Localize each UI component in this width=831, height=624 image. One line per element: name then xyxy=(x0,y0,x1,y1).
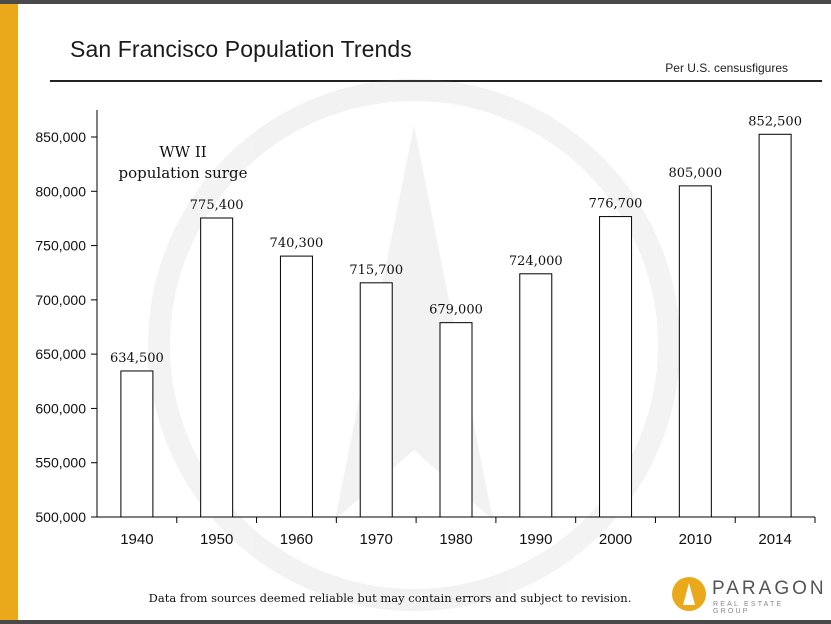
bar-1980 xyxy=(439,322,473,518)
logo-mark-icon xyxy=(672,577,706,611)
x-tick-label-1980: 1980 xyxy=(439,531,472,548)
logo-name: PARAGON xyxy=(712,578,827,599)
y-tick-label: 700,000 xyxy=(35,292,86,308)
data-label-1980: 679,000 xyxy=(429,303,483,318)
bar-2010 xyxy=(678,185,712,518)
paragon-logo: PARAGON REAL ESTATE GROUP xyxy=(672,577,824,617)
page-title: San Francisco Population Trends xyxy=(70,36,412,62)
data-label-1960: 740,300 xyxy=(270,236,324,251)
y-tick-label: 550,000 xyxy=(35,455,86,471)
data-label-1990: 724,000 xyxy=(509,254,563,269)
y-tick-label: 850,000 xyxy=(35,129,86,145)
x-tick-label-1940: 1940 xyxy=(120,531,153,548)
y-tick-label: 500,000 xyxy=(35,509,86,525)
bar-1970 xyxy=(359,282,393,518)
accent-sidebar xyxy=(0,0,18,624)
y-tick-label: 650,000 xyxy=(35,346,86,362)
x-tick-label-1960: 1960 xyxy=(280,531,313,548)
data-label-2000: 776,700 xyxy=(589,197,643,212)
bar-2000 xyxy=(599,216,633,518)
chart-labels: 634,500 1940 775,400 1950 740,300 1960 715,700… xyxy=(110,114,802,548)
source-note: Per U.S. censusfigures xyxy=(665,61,788,75)
annotation-line: WW II xyxy=(159,143,207,161)
x-tick-label-2000: 2000 xyxy=(599,531,632,548)
data-label-1940: 634,500 xyxy=(110,351,164,366)
data-label-2014: 852,500 xyxy=(748,114,802,129)
bar-1990 xyxy=(519,273,553,518)
logo-tagline: REAL ESTATE GROUP xyxy=(713,601,784,615)
y-tick-label: 800,000 xyxy=(35,183,86,199)
bottom-border xyxy=(0,620,831,624)
y-tick-label: 600,000 xyxy=(35,400,86,416)
bar-1940 xyxy=(120,370,154,518)
data-label-1950: 775,400 xyxy=(190,198,244,213)
x-tick-label-1990: 1990 xyxy=(519,531,552,548)
data-label-1970: 715,700 xyxy=(349,263,403,278)
y-tick-label: 750,000 xyxy=(35,238,86,254)
disclaimer-text: Data from sources deemed reliable but ma… xyxy=(148,591,632,605)
bar-1960 xyxy=(279,255,313,518)
annotation-line: population surge xyxy=(119,164,248,182)
title-divider xyxy=(50,80,822,82)
bar-1950 xyxy=(200,217,234,518)
x-tick-label-1970: 1970 xyxy=(360,531,393,548)
bar-2014 xyxy=(758,133,792,518)
top-border xyxy=(0,0,831,4)
x-tick-label-2010: 2010 xyxy=(679,531,712,548)
chart-bars xyxy=(120,133,792,518)
data-label-2010: 805,000 xyxy=(668,166,722,181)
x-tick-label-1950: 1950 xyxy=(200,531,233,548)
x-tick-label-2014: 2014 xyxy=(758,531,791,548)
